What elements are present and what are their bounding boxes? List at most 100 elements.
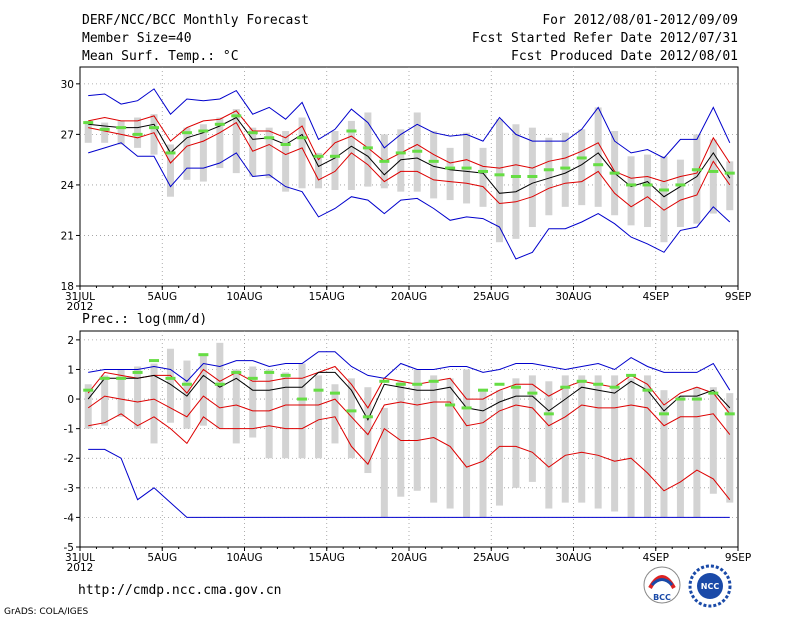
temp-spread-box	[117, 120, 125, 145]
temp-spread-box	[101, 122, 109, 143]
temp-median-mark	[149, 126, 160, 130]
temp-spread-box	[660, 156, 668, 243]
prec-spread-box	[298, 363, 306, 459]
prec-ytick-label: -4	[64, 512, 75, 524]
prec-median-mark	[510, 385, 521, 389]
prec-xtick-label: 20AUG	[391, 552, 427, 564]
prec-spread-box	[578, 375, 586, 503]
temp-median-mark	[724, 171, 735, 175]
temp-median-mark	[609, 171, 620, 175]
prec-ytick-label: -5	[64, 542, 74, 554]
temp-spread-box	[594, 107, 602, 207]
temp-xtick-label: 30AUG	[555, 291, 591, 303]
temp-spread-box	[84, 120, 92, 143]
prec-spread-box	[495, 390, 503, 506]
prec-ytick-label: -1	[64, 424, 74, 436]
temp-xtick-label: 10AUG	[226, 291, 262, 303]
prec-ytick-label: 2	[67, 335, 74, 347]
temp-spread-box	[709, 139, 717, 214]
prec-spread-box	[676, 396, 684, 518]
temp-spread-box	[134, 117, 142, 148]
temp-median-mark	[658, 188, 669, 192]
prec-spread-box	[561, 375, 569, 503]
prec-spread-box	[709, 387, 717, 494]
prec-median-mark	[461, 406, 472, 410]
prec-median-mark	[494, 382, 505, 386]
prec-spread-box	[265, 369, 273, 459]
temp-series-upper-quartile	[88, 110, 731, 183]
prec-median-mark	[675, 397, 686, 401]
prec-median-mark	[247, 376, 258, 380]
temp-median-mark	[346, 129, 357, 133]
prec-series-lower-quartile	[87, 395, 731, 436]
temp-spread-box	[298, 117, 306, 189]
prec-xtick-label: 15AUG	[309, 552, 345, 564]
prec-spread-box	[528, 375, 536, 482]
temp-ytick-label: 18	[61, 281, 74, 293]
prec-median-mark	[478, 388, 489, 392]
temp-median-mark	[99, 127, 110, 131]
prec-spread-box	[183, 360, 191, 429]
prec-xtick-label: 10AUG	[226, 552, 262, 564]
prec-median-mark	[181, 382, 192, 386]
temp-median-mark	[445, 166, 456, 170]
temp-median-mark	[83, 121, 94, 125]
temp-spread-box	[446, 147, 454, 201]
temp-spread-box	[495, 119, 503, 243]
prec-median-mark	[708, 391, 719, 395]
bcc-logo-text: BCC	[653, 593, 671, 602]
prec-ytick-label: -3	[64, 483, 74, 495]
temp-spread-box	[232, 109, 240, 174]
temp-median-mark	[675, 183, 686, 187]
prec-xtick-label: 31JUL	[65, 552, 95, 564]
temp-spread-box	[726, 161, 734, 211]
prec-median-mark	[609, 385, 620, 389]
prec-median-mark	[658, 412, 669, 416]
temp-spread-box	[166, 144, 174, 197]
prec-xtick-label: 9SEP	[725, 552, 751, 564]
prec-spread-box	[315, 375, 323, 459]
temp-spread-box	[249, 127, 257, 177]
temp-median-mark	[264, 136, 275, 140]
temp-spread-box	[545, 137, 553, 216]
temp-median-mark	[214, 122, 225, 126]
prec-median-mark	[264, 370, 275, 374]
temp-ytick-label: 24	[61, 180, 75, 192]
temp-median-mark	[593, 163, 604, 167]
prec-median-mark	[527, 391, 538, 395]
temp-median-mark	[379, 159, 390, 163]
temp-median-mark	[395, 151, 406, 155]
temp-xtick-label: 25AUG	[473, 291, 509, 303]
temp-median-mark	[132, 132, 143, 136]
prec-median-mark	[412, 382, 423, 386]
prec-median-mark	[198, 353, 209, 357]
temp-median-mark	[165, 151, 176, 155]
prec-spread-box	[232, 369, 240, 444]
temp-spread-box	[282, 131, 290, 192]
temp-spread-box	[347, 120, 355, 190]
temp-xtick-label: 15AUG	[309, 291, 345, 303]
prec-spread-box	[101, 375, 109, 426]
variable-label: Mean Surf. Temp.: °C	[82, 49, 239, 64]
forecast-title: DERF/NCC/BCC Monthly Forecast	[82, 13, 309, 28]
temp-spread-box	[397, 129, 405, 192]
prec-xtick-label: 5AUG	[147, 552, 177, 564]
prec-series-mean	[87, 371, 731, 421]
prec-median-mark	[132, 370, 143, 374]
bcc-logo: BCC	[643, 566, 681, 604]
prec-spread-box	[347, 378, 355, 459]
prec-median-mark	[691, 397, 702, 401]
prec-median-mark	[428, 379, 439, 383]
prec-spread-box	[660, 390, 668, 518]
temp-spread-box	[430, 131, 438, 199]
member-size: Member Size=40	[82, 31, 192, 46]
temp-spread-box	[216, 117, 224, 169]
temp-spread-box	[364, 112, 372, 187]
temp-spread-box	[479, 147, 487, 207]
prec-spread-box	[726, 393, 734, 503]
prec-series-min	[88, 448, 730, 518]
temp-median-mark	[560, 166, 571, 170]
